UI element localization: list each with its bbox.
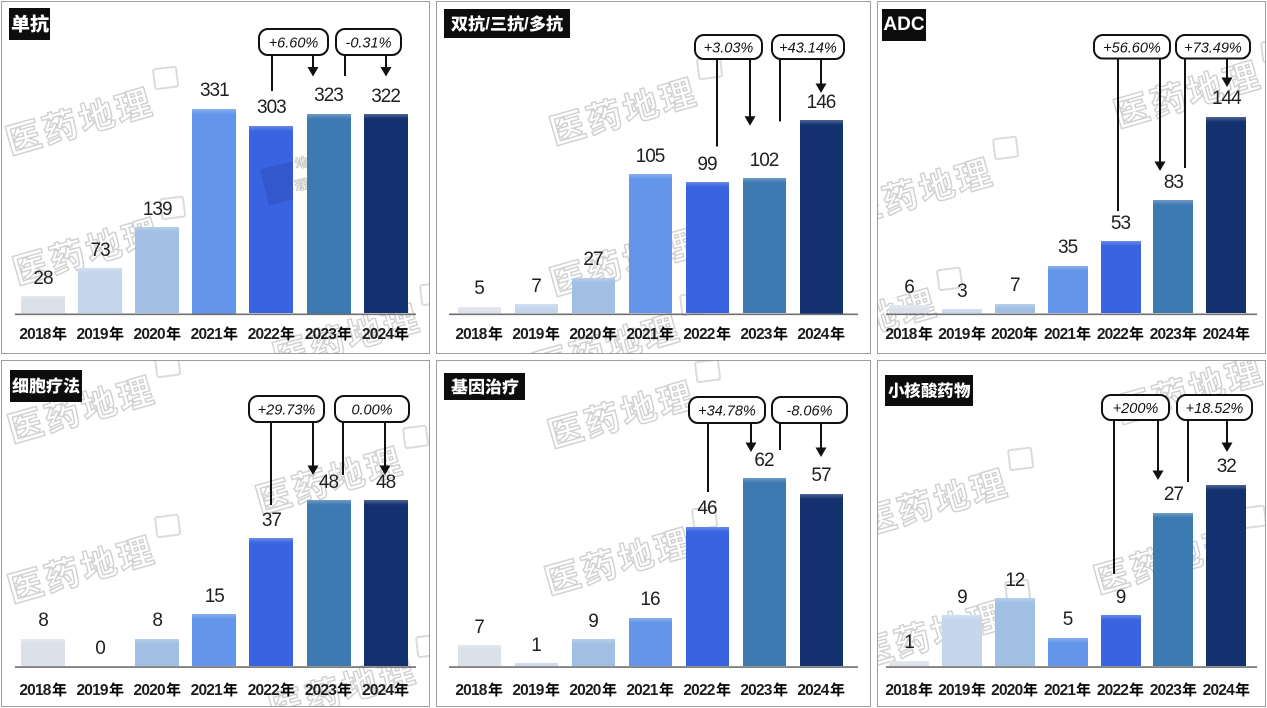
svg-text:+200%: +200%: [1113, 401, 1159, 417]
svg-text:0.00%: 0.00%: [351, 403, 392, 419]
svg-text:+73.49%: +73.49%: [1184, 40, 1242, 56]
svg-text:+56.60%: +56.60%: [1103, 40, 1161, 56]
svg-text:+34.78%: +34.78%: [698, 404, 756, 420]
svg-text:+29.73%: +29.73%: [258, 403, 316, 419]
svg-text:-8.06%: -8.06%: [787, 404, 833, 420]
svg-text:+3.03%: +3.03%: [704, 41, 754, 57]
svg-text:-0.31%: -0.31%: [346, 36, 392, 52]
svg-text:+18.52%: +18.52%: [1186, 401, 1244, 417]
svg-text:+6.60%: +6.60%: [269, 36, 319, 52]
svg-text:+43.14%: +43.14%: [779, 41, 837, 57]
